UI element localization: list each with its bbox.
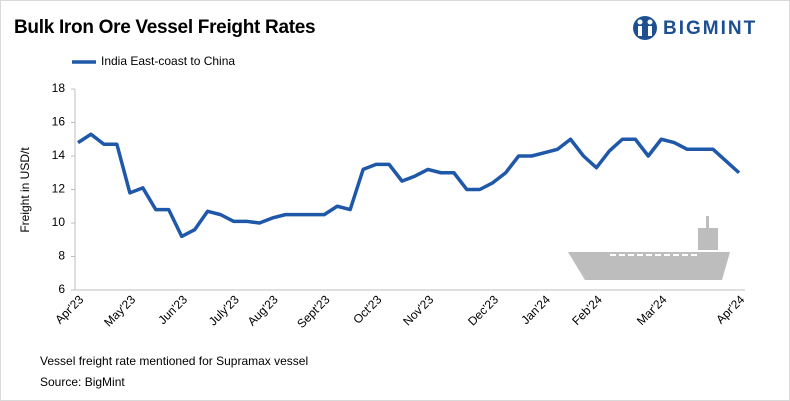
legend-label: India East-coast to China [101, 54, 235, 68]
y-tick-label: 12 [52, 182, 66, 196]
y-axis-label: Freight in USD/t [18, 147, 32, 233]
ship-icon [568, 216, 730, 280]
source: Source: BigMint [40, 375, 125, 389]
y-tick-label: 6 [58, 282, 65, 296]
y-tick-label: 16 [52, 115, 66, 129]
y-tick-label: 8 [58, 249, 65, 263]
y-tick-label: 18 [52, 81, 66, 95]
note: Vessel freight rate mentioned for Supram… [40, 354, 308, 368]
y-tick-label: 14 [52, 148, 66, 162]
brand: BIGMINT [663, 18, 757, 39]
y-tick-label: 10 [52, 215, 66, 229]
line-series [77, 132, 741, 239]
logo-icon [633, 16, 657, 40]
chart-title: Bulk Iron Ore Vessel Freight Rates [14, 17, 315, 38]
